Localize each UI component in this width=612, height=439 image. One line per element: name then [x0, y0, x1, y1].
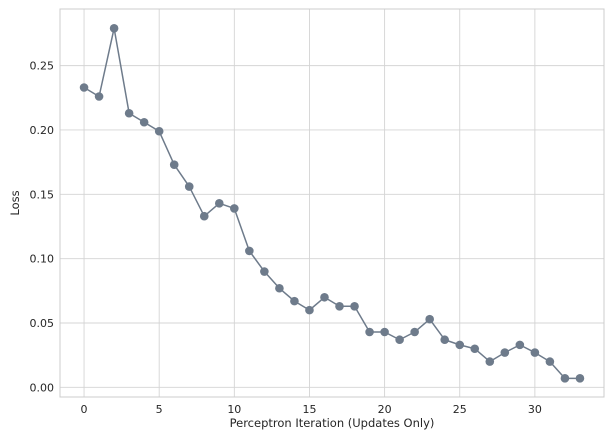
series-loss [79, 24, 585, 383]
data-point [79, 83, 89, 92]
data-point [290, 296, 299, 306]
x-axis-label: Perceptron Iteration (Updates Only) [230, 416, 435, 430]
data-point [365, 327, 374, 337]
data-point [199, 211, 209, 221]
data-point [560, 374, 570, 383]
y-axis-label: Loss [8, 190, 22, 215]
data-point [260, 267, 269, 276]
data-point [440, 335, 450, 345]
x-tick-label: 30 [528, 403, 542, 416]
data-point [214, 199, 224, 208]
data-point [455, 340, 465, 350]
data-point [305, 305, 314, 315]
data-point [485, 357, 495, 366]
y-tick-label: 0.25 [30, 60, 55, 73]
x-tick-labels: 0 5 10 15 20 25 30 [81, 403, 542, 416]
data-point [94, 92, 104, 101]
data-point [169, 160, 179, 170]
plot-background [60, 9, 604, 397]
axes-border [59, 8, 605, 398]
data-point [395, 335, 404, 345]
data-point [515, 340, 525, 350]
grid [60, 9, 604, 397]
data-point [245, 246, 254, 256]
data-point [350, 301, 359, 311]
series-line [83, 27, 580, 380]
data-point [154, 126, 164, 136]
data-point [275, 283, 284, 293]
y-tick-label: 0.15 [30, 188, 55, 201]
data-point [335, 301, 344, 311]
data-point [575, 374, 585, 383]
x-tick-label: 10 [227, 403, 241, 416]
data-point [470, 344, 480, 354]
x-tick-label: 20 [378, 403, 392, 416]
y-tick-label: 0.20 [30, 124, 55, 137]
data-point [320, 292, 329, 302]
x-tick-label: 25 [453, 403, 467, 416]
data-point [530, 348, 540, 357]
y-tick-labels: 0.00 0.05 0.10 0.15 0.20 0.25 [30, 60, 55, 395]
x-tick-label: 5 [156, 403, 163, 416]
data-point [410, 327, 419, 337]
y-tick-label: 0.05 [30, 317, 55, 330]
x-tick-label: 15 [302, 403, 316, 416]
data-point [500, 348, 510, 357]
data-point [230, 204, 239, 213]
data-point [139, 117, 149, 127]
data-point [380, 327, 389, 337]
x-tick-label: 0 [81, 403, 88, 416]
data-point [124, 108, 134, 118]
data-point [425, 314, 434, 324]
y-tick-label: 0.00 [30, 381, 55, 394]
data-point [545, 357, 555, 366]
data-point [109, 24, 119, 33]
y-tick-label: 0.10 [30, 253, 55, 266]
data-point [184, 182, 194, 191]
plot-frame [59, 8, 605, 398]
